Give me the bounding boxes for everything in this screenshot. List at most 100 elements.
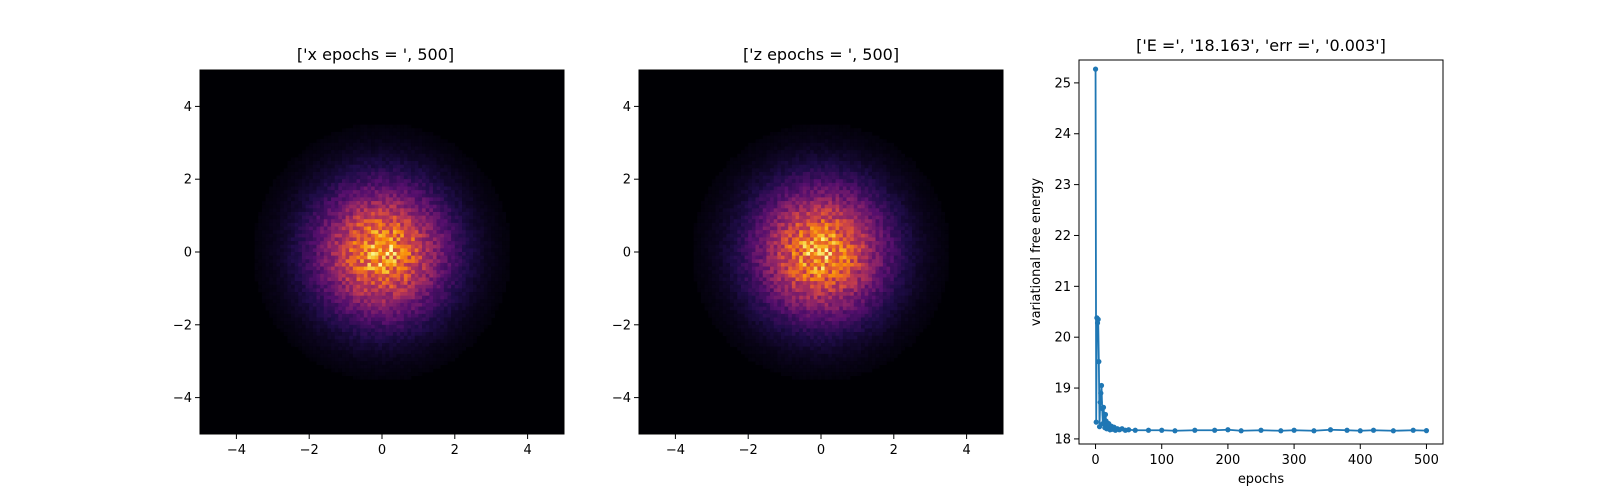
heatmap-cell [488,310,492,314]
heatmap-cell [491,285,495,289]
heatmap-cell [382,252,386,256]
heatmap-cell [378,376,382,380]
heatmap-cell [407,223,411,227]
heatmap-cell [458,332,462,336]
heatmap-cell [444,208,448,212]
heatmap-cell [415,314,419,318]
heatmap-cell [320,303,324,307]
heatmap-cell [426,168,430,172]
heatmap-cell [320,183,324,187]
heatmap-cell [320,270,324,274]
heatmap-cell [324,350,328,354]
heatmap-cell [389,277,393,281]
heatmap-cell [701,234,705,238]
heatmap-cell [353,310,357,314]
heatmap-cell [723,263,727,267]
heatmap-cell [734,336,738,340]
heatmap-cell [342,256,346,260]
heatmap-cell [298,336,302,340]
heatmap-cell [448,230,452,234]
heatmap-cell [462,318,466,322]
heatmap-cell [284,296,288,300]
heatmap-cell [737,288,741,292]
heatmap-cell [393,216,397,220]
heatmap-cell [752,343,756,347]
heatmap-cell [437,208,441,212]
heatmap-cell [309,245,313,249]
heatmap-cell [378,347,382,351]
heatmap-cell [730,237,734,241]
heatmap-cell [444,219,448,223]
heatmap-cell [444,201,448,205]
heatmap-cell [353,343,357,347]
heatmap-cell [462,219,466,223]
heatmap-cell [346,223,350,227]
heatmap-cell [375,176,379,180]
heatmap-cell [407,368,411,372]
heatmap-cell [748,303,752,307]
heatmap-cell [338,310,342,314]
heatmap-cell [451,343,455,347]
heatmap-cell [397,161,401,165]
heatmap-cell [346,372,350,376]
heatmap-cell [342,168,346,172]
heatmap-cell [389,186,393,190]
heatmap-cell [719,245,723,249]
heatmap-cell [418,197,422,201]
heatmap-cell [726,256,730,260]
heatmap-cell [719,318,723,322]
heatmap-cell [712,285,716,289]
heatmap-cell [429,157,433,161]
heatmap-cell [701,201,705,205]
heatmap-cell [694,259,698,263]
heatmap-cell [734,332,738,336]
heatmap-cell [770,186,774,190]
heatmap-cell [349,223,353,227]
heatmap-cell [364,347,368,351]
heatmap-cell [433,281,437,285]
heatmap-cell [404,205,408,209]
heatmap-cell [726,336,730,340]
heatmap-cell [752,285,756,289]
heatmap-cell [367,223,371,227]
heatmap-cell [433,139,437,143]
heatmap-cell [357,299,361,303]
heatmap-cell [440,336,444,340]
heatmap-cell [469,307,473,311]
heatmap-cell [694,223,698,227]
heatmap-cell [752,143,756,147]
heatmap-cell [480,296,484,300]
heatmap-cell [473,197,477,201]
heatmap-cell [488,256,492,260]
heatmap-cell [269,190,273,194]
heatmap-cell [338,230,342,234]
heatmap-cell [255,223,259,227]
heatmap-cell [320,318,324,322]
heatmap-cell [719,190,723,194]
heatmap-cell [397,128,401,132]
heatmap-cell [426,350,430,354]
heatmap-cell [295,285,299,289]
heatmap-cell [316,161,320,165]
heatmap-cell [748,281,752,285]
heatmap-cell [763,263,767,267]
heatmap-cell [269,292,273,296]
heatmap-cell [338,347,342,351]
heatmap-cell [386,146,390,150]
heatmap-cell [755,288,759,292]
heatmap-cell [426,285,430,289]
heatmap-cell [433,288,437,292]
heatmap-cell [734,314,738,318]
heatmap-cell [346,146,350,150]
heatmap-cell [313,154,317,158]
heatmap-cell [473,310,477,314]
heatmap-cell [276,285,280,289]
heatmap-cell [719,270,723,274]
heatmap-cell [723,318,727,322]
heatmap-cell [462,339,466,343]
heatmap-cell [763,361,767,365]
heatmap-cell [759,205,763,209]
heatmap-cell [705,205,709,209]
heatmap-cell [291,176,295,180]
heatmap-cell [295,270,299,274]
